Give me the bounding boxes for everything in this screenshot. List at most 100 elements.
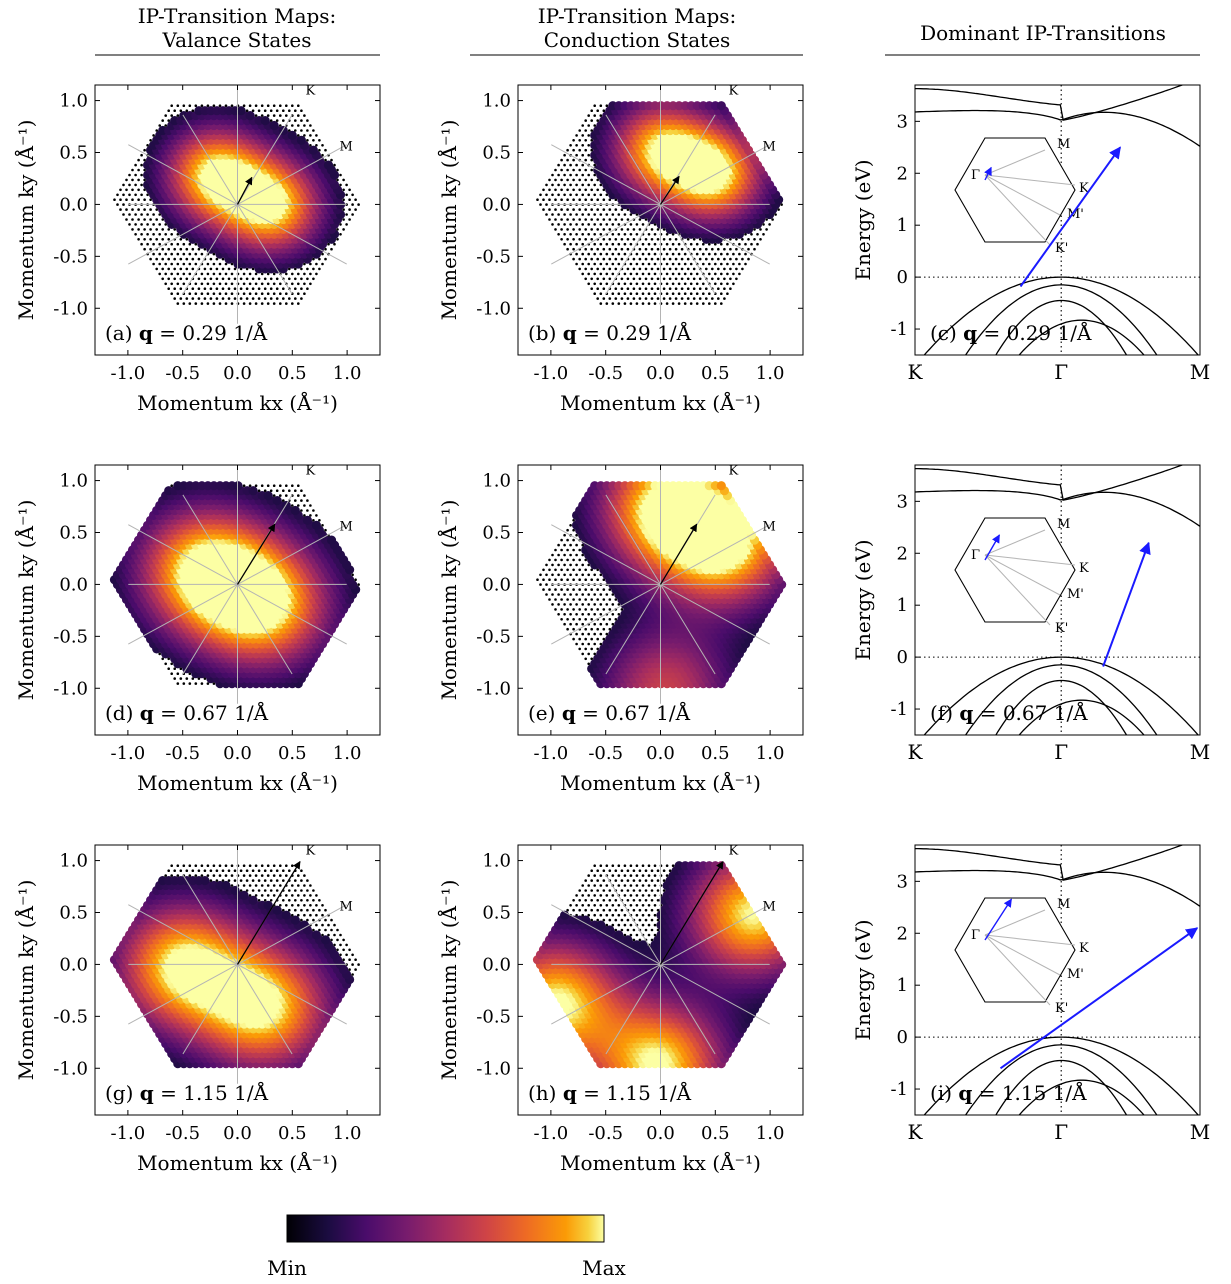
bz-grid-dot — [167, 247, 170, 251]
bz-grid-dot — [671, 282, 675, 286]
bz-grid-dot — [554, 598, 557, 601]
bz-grid-dot — [683, 252, 687, 256]
bz-grid-dot — [128, 173, 131, 177]
bz-grid-dot — [686, 287, 690, 291]
heatmap-cell — [281, 500, 291, 511]
bz-grid-dot — [581, 242, 584, 246]
bz-grid-dot — [644, 287, 648, 291]
bz-grid-dot — [122, 183, 125, 187]
bz-grid-dot — [602, 588, 606, 591]
bz-grid-dot — [164, 233, 167, 236]
bz-grid-dot — [194, 282, 198, 286]
bz-grid-dot — [587, 114, 590, 117]
bz-grid-dot — [584, 208, 587, 211]
bz-grid-dot — [569, 593, 572, 596]
bz-grid-dot — [179, 109, 183, 112]
bz-grid-dot — [143, 148, 146, 152]
bz-grid-dot — [182, 282, 186, 286]
bz-grid-dot — [125, 178, 128, 182]
bz-grid-dot — [581, 622, 584, 626]
bz-grid-dot — [602, 238, 606, 241]
bz-grid-dot — [578, 139, 581, 142]
bz-grid-dot — [224, 262, 228, 266]
bz-grid-dot — [620, 218, 624, 221]
bz-grid-dot — [218, 302, 222, 305]
bz-grid-dot — [605, 104, 609, 107]
bz-grid-dot — [702, 302, 705, 305]
bz-grid-dot — [729, 257, 732, 261]
bz-grid-dot — [644, 257, 648, 261]
bz-grid-dot — [275, 489, 279, 493]
bz-grid-dot — [720, 282, 723, 286]
bz-grid-dot — [647, 233, 651, 236]
bz-grid-dot — [321, 153, 324, 157]
bz-grid-dot — [708, 302, 711, 305]
bz-grid-dot — [729, 247, 732, 251]
bz-grid-dot — [581, 613, 584, 616]
bz-grid-dot — [611, 302, 615, 305]
bz-grid-dot — [566, 598, 569, 601]
bz-grid-dot — [155, 267, 158, 271]
bz-grid-dot — [125, 198, 128, 201]
bz-grid-dot — [560, 558, 563, 562]
bz-grid-dot — [587, 262, 590, 266]
bz-grid-dot — [650, 228, 654, 231]
bz-grid-dot — [131, 218, 134, 221]
bz-grid-dot — [587, 282, 590, 286]
bz-grid-dot — [581, 233, 584, 236]
bz-grid-dot — [626, 267, 630, 271]
bz-grid-dot — [617, 242, 621, 246]
bz-grid-dot — [272, 104, 276, 107]
bz-grid-dot — [705, 297, 708, 300]
bz-grid-dot — [578, 558, 581, 562]
bz-grid-dot — [176, 272, 180, 276]
bz-grid-dot — [137, 238, 140, 241]
bz-grid-dot — [605, 262, 609, 266]
bz-grid-dot — [584, 277, 587, 281]
bz-grid-dot — [176, 252, 180, 256]
bz-grid-dot — [617, 252, 621, 256]
bz-grid-dot — [638, 257, 642, 261]
bz-grid-dot — [614, 257, 618, 261]
bz-grid-dot — [221, 287, 225, 291]
bz-grid-dot — [563, 173, 566, 177]
bz-grid-dot — [357, 583, 360, 586]
bz-grid-dot — [158, 233, 161, 236]
bz-grid-dot — [339, 183, 342, 187]
bz-grid-dot — [605, 272, 609, 276]
bz-grid-dot — [560, 218, 563, 221]
bz-grid-dot — [702, 252, 705, 256]
bz-grid-dot — [620, 277, 624, 281]
heatmap-cell — [326, 535, 337, 545]
bz-grid-dot — [665, 262, 669, 266]
bz-grid-dot — [119, 198, 122, 201]
bz-grid-dot — [554, 568, 557, 572]
bz-grid-dot — [572, 578, 575, 581]
bz-grid-dot — [623, 272, 627, 276]
bz-grid-dot — [345, 193, 348, 197]
bz-grid-dot — [695, 272, 699, 276]
bz-grid-dot — [566, 608, 569, 611]
bz-grid-dot — [188, 262, 192, 266]
bz-grid-dot — [557, 163, 560, 167]
bz-grid-dot — [330, 247, 333, 251]
bz-grid-dot — [542, 578, 545, 581]
symmetry-line — [237, 203, 347, 265]
bz-grid-dot — [584, 158, 587, 162]
bz-grid-dot — [131, 208, 134, 211]
bz-grid-dot — [587, 153, 590, 157]
bz-grid-dot — [638, 228, 642, 231]
bz-grid-dot — [206, 262, 210, 266]
bz-grid-dot — [671, 233, 675, 236]
bz-grid-dot — [300, 489, 303, 493]
bz-grid-dot — [218, 292, 222, 296]
bz-grid-dot — [554, 198, 557, 201]
bz-grid-dot — [239, 267, 243, 271]
bz-grid-dot — [297, 104, 300, 107]
bz-grid-dot — [143, 168, 146, 172]
bz-grid-dot — [617, 233, 621, 236]
bz-grid-dot — [167, 287, 170, 291]
bz-grid-dot — [545, 573, 548, 577]
bz-grid-dot — [623, 282, 627, 286]
bz-grid-dot — [680, 267, 684, 271]
